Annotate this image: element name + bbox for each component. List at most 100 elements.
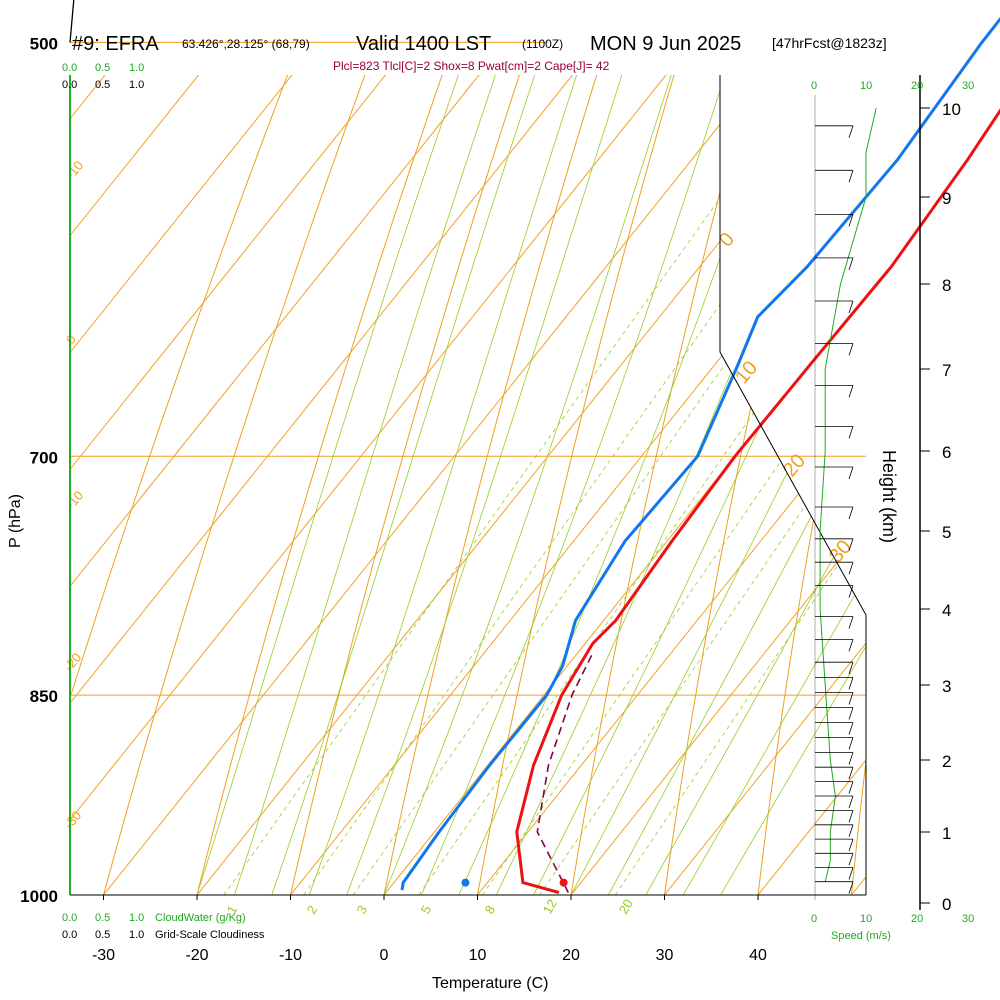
wind-barb-flag-16 <box>848 639 854 652</box>
height-tick-label-8: 8 <box>942 276 951 295</box>
height-axis-title: Height (km) <box>879 450 899 543</box>
height-tick-label-4: 4 <box>942 601 951 620</box>
wind-barb-flag-30 <box>848 125 854 138</box>
dry-adiabat-60 <box>941 0 1000 955</box>
pressure-axis-title: P (hPa) <box>7 494 24 548</box>
height-tick-label-3: 3 <box>942 677 951 696</box>
wind-barb-flag-14 <box>848 677 854 690</box>
station-coords: 63.426°,28.125° (68,79) <box>182 37 310 51</box>
dry-adiabat-50 <box>845 75 866 895</box>
wind-barb-flag-8 <box>848 767 854 780</box>
forecast-run: [47hrFcst@1823z] <box>772 35 887 51</box>
dry-adiabat--40 <box>70 75 709 895</box>
mixing-ratio-label-20: 20 <box>616 896 636 916</box>
wind-speed-profile <box>819 107 877 882</box>
station-title: #9: EFRA <box>72 33 159 55</box>
x-tick-label-0: 0 <box>380 947 389 964</box>
moist-adiabat-4 <box>421 75 866 895</box>
dry-adiabat--10 <box>276 75 866 895</box>
isotherm-30 <box>616 75 866 895</box>
speed-tick-bottom-green-0: 0 <box>811 913 817 925</box>
x-tick-label-30: 30 <box>656 947 674 964</box>
height-tick-label-0: 0 <box>942 895 951 914</box>
scale-bottom-green-2: 1.0 <box>129 912 144 924</box>
isotherm-label-2: 20 <box>779 450 810 481</box>
cloudwater-legend: CloudWater (g/Kg) <box>155 912 246 924</box>
moist-adiabat-36 <box>720 75 866 895</box>
isotherm-20 <box>522 75 866 895</box>
isotherm--100 <box>70 75 866 895</box>
wind-barb-flag-24 <box>848 385 854 398</box>
isotherm-label-0: 0 <box>715 229 739 252</box>
isotherm--70 <box>70 75 866 895</box>
moist-adiabat-32 <box>682 75 866 895</box>
scale-top-green-2: 1.0 <box>129 62 144 74</box>
speed-tick-top-green-0: 0 <box>811 80 817 92</box>
isotherm-label-4: -10 <box>63 158 87 182</box>
surface-temperature-marker <box>559 878 568 887</box>
scale-bottom-green-1: 0.5 <box>95 912 110 924</box>
isotherm--50 <box>70 75 866 895</box>
wind-barb-flag-6 <box>848 795 854 809</box>
height-tick-label-9: 9 <box>942 189 951 208</box>
moist-adiabat-20 <box>570 75 866 895</box>
speed-tick-top-green-1: 10 <box>860 80 872 92</box>
scale-top-black-1: 0.5 <box>95 79 110 91</box>
x-tick-label-40: 40 <box>749 947 767 964</box>
wind-barb-flag-2 <box>848 853 854 866</box>
plot-border-right <box>719 75 867 895</box>
height-tick-label-7: 7 <box>942 361 951 380</box>
wind-barb-flag-11 <box>848 722 854 735</box>
isotherm-label-8: -30 <box>61 808 85 832</box>
wind-barb-flag-22 <box>848 466 854 480</box>
mixing-ratio-label-3: 3 <box>354 903 371 917</box>
isotherm--60 <box>70 75 866 895</box>
speed-tick-bottom-green-3: 30 <box>962 913 974 925</box>
p-tick-label-850: 850 <box>30 687 58 706</box>
parcel-line <box>536 655 593 893</box>
mixing-ratio-12 <box>539 75 866 895</box>
moist-adiabat-16 <box>533 75 866 895</box>
wind-barb-flag-13 <box>848 692 854 705</box>
isotherm-label-6: -10 <box>63 488 87 512</box>
wind-barb-flag-12 <box>848 707 854 720</box>
wind-barb-flag-25 <box>848 343 854 356</box>
forecast-date: MON 9 Jun 2025 <box>590 33 741 55</box>
dry-adiabat--30 <box>86 75 770 895</box>
wind-barb-flag-3 <box>848 838 854 852</box>
x-tick-label--10: -10 <box>279 947 302 964</box>
wind-barb-flag-23 <box>848 426 854 439</box>
wind-barb-flag-0 <box>848 881 854 894</box>
scale-top-black-2: 1.0 <box>129 79 144 91</box>
speed-tick-top-green-3: 30 <box>962 80 974 92</box>
isotherm--10 <box>242 75 866 895</box>
dry-adiabat-20 <box>561 75 866 895</box>
dry-adiabat--20 <box>181 75 832 895</box>
scale-top-green-1: 0.5 <box>95 62 110 74</box>
dry-adiabat-40 <box>750 75 866 895</box>
scale-bottom-black-1: 0.5 <box>95 929 110 941</box>
isotherm--90 <box>70 75 866 895</box>
height-tick-label-2: 2 <box>942 752 951 771</box>
wind-barb-flag-4 <box>848 824 854 837</box>
dry-adiabat-10 <box>466 75 866 895</box>
scale-bottom-black-2: 1.0 <box>129 929 144 941</box>
wind-barb-flag-19 <box>848 562 854 575</box>
dry-adiabat-30 <box>655 75 866 895</box>
speed-tick-bottom-green-1: 10 <box>860 913 872 925</box>
moist-adiabat--8 <box>308 75 866 895</box>
temperature-line <box>515 108 1000 894</box>
wind-barb-flag-29 <box>848 170 854 183</box>
moist-adiabat--4 <box>346 75 866 895</box>
wind-barb-flag-9 <box>848 752 854 765</box>
wind-barb-flag-26 <box>848 300 854 314</box>
wind-barb-flag-15 <box>848 662 854 675</box>
x-tick-label-20: 20 <box>562 947 580 964</box>
isotherm--20 <box>148 75 866 895</box>
height-tick-label-5: 5 <box>942 523 951 542</box>
p-tick-label-500: 500 <box>30 34 58 53</box>
wind-barb-flag-17 <box>848 616 854 629</box>
x-tick-label--30: -30 <box>92 947 115 964</box>
